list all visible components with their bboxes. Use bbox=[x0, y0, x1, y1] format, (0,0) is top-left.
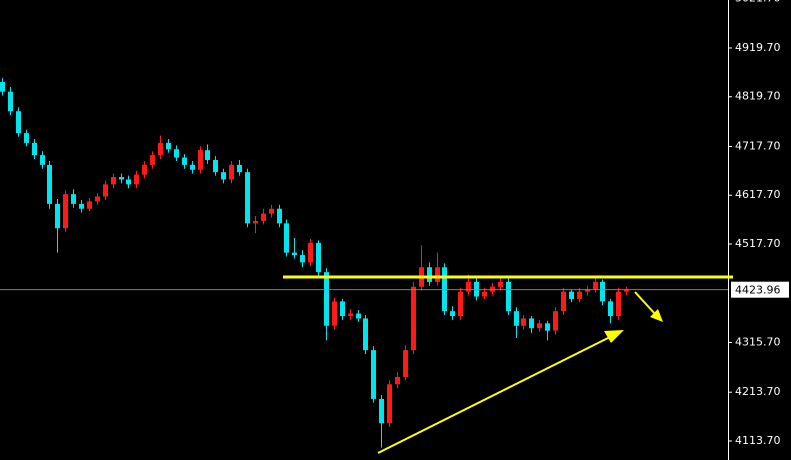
candle-body bbox=[411, 286, 416, 351]
candle-body bbox=[284, 223, 289, 253]
candle-body bbox=[348, 313, 353, 317]
candle-body bbox=[300, 255, 305, 263]
candle-body bbox=[40, 155, 45, 165]
candle-body bbox=[71, 194, 76, 204]
candle-body bbox=[316, 242, 321, 273]
candle-body bbox=[442, 267, 447, 312]
arrow-head bbox=[650, 309, 663, 322]
candle-body bbox=[569, 291, 574, 299]
candle-body bbox=[474, 281, 479, 297]
candle-body bbox=[387, 384, 392, 424]
candle-body bbox=[245, 172, 250, 224]
candle-body bbox=[95, 196, 100, 202]
candle-body bbox=[616, 291, 621, 317]
candle-body bbox=[119, 177, 124, 180]
candle-body bbox=[229, 164, 234, 180]
candle-body bbox=[47, 164, 52, 204]
candle-body bbox=[332, 301, 337, 326]
candle-body bbox=[111, 177, 116, 185]
arrow-head bbox=[604, 330, 624, 343]
candle-body bbox=[174, 149, 179, 158]
candle-body bbox=[529, 318, 534, 329]
candle-body bbox=[8, 91, 13, 112]
candle-body bbox=[269, 208, 274, 214]
candle-body bbox=[253, 220, 258, 224]
last-price-box bbox=[731, 281, 789, 298]
candle-body bbox=[150, 155, 155, 165]
candle-body bbox=[608, 301, 613, 317]
candle-body bbox=[182, 157, 187, 165]
candle-body bbox=[32, 142, 37, 156]
candle-body bbox=[103, 184, 108, 197]
candle-body bbox=[466, 281, 471, 292]
y-tick-label: 4315.70 bbox=[735, 335, 781, 348]
candle-body bbox=[458, 291, 463, 317]
candle-body bbox=[205, 150, 210, 160]
candle-body bbox=[371, 350, 376, 399]
candle-body bbox=[379, 398, 384, 424]
candle-body bbox=[158, 142, 163, 156]
candle-body bbox=[585, 289, 590, 292]
candle-body bbox=[126, 179, 131, 185]
candle-body bbox=[482, 291, 487, 297]
candle-body bbox=[63, 194, 68, 229]
candle-body bbox=[593, 281, 598, 290]
candle-body bbox=[537, 323, 542, 329]
candle-body bbox=[435, 267, 440, 282]
y-tick-label: 4617.70 bbox=[735, 188, 781, 201]
last-price-label: 4423.96 bbox=[735, 284, 781, 297]
candle-body bbox=[237, 164, 242, 173]
candle-body bbox=[561, 291, 566, 312]
candle-body bbox=[514, 311, 519, 326]
candle-body bbox=[79, 203, 84, 209]
trend-line bbox=[377, 335, 613, 454]
candle-body bbox=[166, 142, 171, 150]
y-tick-label: 4517.70 bbox=[735, 237, 781, 250]
candle-body bbox=[403, 350, 408, 377]
y-tick-label: 4213.70 bbox=[735, 385, 781, 398]
candle-body bbox=[427, 267, 432, 282]
candle-body bbox=[600, 281, 605, 302]
candle-body bbox=[624, 289, 629, 292]
y-tick-label: 4919.70 bbox=[735, 41, 781, 54]
candle-body bbox=[553, 311, 558, 331]
y-tick-label: 4113.70 bbox=[735, 434, 781, 447]
arrow-line bbox=[634, 291, 657, 316]
candle-body bbox=[506, 281, 511, 312]
y-tick-label: 4819.70 bbox=[735, 90, 781, 103]
candle-body bbox=[261, 213, 266, 221]
candle-body bbox=[24, 133, 29, 143]
candle-body bbox=[308, 242, 313, 263]
candle-body bbox=[292, 252, 297, 256]
candle-body bbox=[221, 172, 226, 180]
candle-body bbox=[213, 159, 218, 173]
candle-body bbox=[395, 376, 400, 385]
candle-body bbox=[340, 301, 345, 317]
candle-body bbox=[87, 201, 92, 209]
candle-body bbox=[198, 150, 203, 170]
candle-body bbox=[356, 313, 361, 319]
candle-body bbox=[577, 291, 582, 299]
candle-body bbox=[134, 174, 139, 185]
candle-body bbox=[277, 208, 282, 224]
candle-body bbox=[498, 281, 503, 287]
candle-body bbox=[55, 203, 60, 229]
candle-body bbox=[521, 318, 526, 326]
candle-body bbox=[363, 318, 368, 351]
candle-body bbox=[190, 164, 195, 170]
candle-body bbox=[0, 81, 5, 92]
candle-body bbox=[324, 272, 329, 326]
candle-body bbox=[450, 311, 455, 317]
candle-body bbox=[490, 286, 495, 292]
y-tick-label: 5021.70 bbox=[735, 0, 781, 4]
candle-body bbox=[142, 164, 147, 175]
y-tick-label: 4717.70 bbox=[735, 139, 781, 152]
trend-annotation bbox=[377, 291, 663, 454]
candle-body bbox=[16, 111, 21, 134]
candle-body bbox=[545, 323, 550, 331]
